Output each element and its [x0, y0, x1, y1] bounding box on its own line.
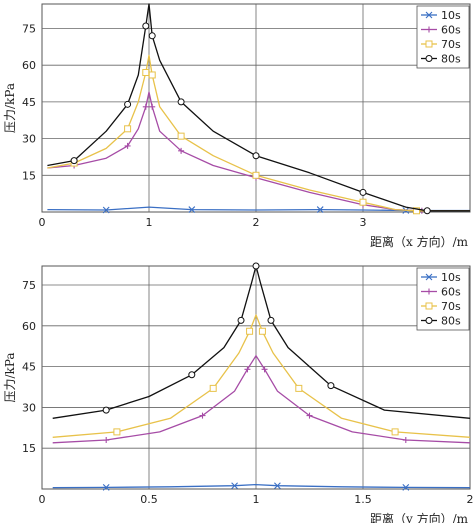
y-tick-label: 60	[22, 320, 36, 333]
data-point	[402, 483, 410, 491]
data-point	[177, 132, 185, 140]
y-axis-label: 压力/kPa	[3, 352, 17, 402]
data-point	[306, 412, 313, 419]
data-point	[425, 55, 433, 62]
data-point	[237, 316, 245, 324]
data-point	[148, 71, 156, 79]
x-tick-label: 1	[253, 493, 260, 506]
data-point	[426, 26, 432, 33]
data-point	[188, 371, 196, 379]
series-line-60s	[47, 91, 470, 212]
data-point	[359, 188, 367, 196]
data-point	[425, 40, 433, 48]
data-point	[102, 406, 110, 414]
data-point	[149, 103, 156, 110]
x-tick-label: 0.5	[140, 493, 158, 506]
x-tick-label: 3	[360, 216, 367, 229]
data-point	[113, 428, 121, 436]
data-point	[425, 317, 433, 324]
data-point	[102, 483, 110, 491]
series-line-70s	[47, 54, 470, 212]
y-tick-label: 75	[22, 22, 36, 35]
data-point	[252, 262, 260, 270]
x-tick-label: 1	[146, 216, 153, 229]
data-point	[124, 125, 132, 133]
data-point	[402, 437, 409, 444]
data-point	[246, 327, 254, 335]
data-point	[252, 171, 260, 179]
data-point	[102, 206, 110, 214]
data-point	[327, 382, 335, 390]
data-point	[295, 384, 303, 392]
data-point	[359, 198, 367, 206]
legend-entry: 60s	[441, 286, 461, 299]
data-point	[413, 207, 420, 215]
y-tick-label: 15	[22, 442, 36, 455]
x-tick-label: 1.5	[354, 493, 372, 506]
series-line-60s	[52, 355, 471, 444]
data-point	[391, 428, 399, 436]
legend-entry: 10s	[441, 271, 461, 284]
data-point	[261, 366, 268, 373]
series-line-10s	[47, 206, 470, 212]
series-line-70s	[52, 314, 471, 438]
x-tick-label: 0	[39, 216, 46, 229]
data-point	[142, 103, 149, 110]
y-tick-label: 60	[22, 59, 36, 72]
y-tick-label: 30	[22, 133, 36, 146]
series-line-80s	[52, 265, 471, 419]
data-point	[258, 327, 266, 335]
data-point	[244, 366, 251, 373]
data-point	[423, 207, 431, 215]
data-point	[178, 147, 185, 154]
legend-entry: 80s	[441, 315, 461, 328]
data-point	[252, 152, 260, 160]
y-tick-label: 30	[22, 401, 36, 414]
legend-entry: 80s	[441, 53, 461, 66]
data-point	[148, 32, 156, 40]
chart-y-direction: 0 0.5 1 1.5 2 15 30 45 60 75 压力/kPa 距离（y 方向）/m 10s 60…	[3, 262, 474, 523]
data-point	[70, 157, 78, 165]
legend-entry: 70s	[441, 38, 461, 51]
data-point	[426, 288, 432, 295]
data-point	[316, 206, 324, 213]
legend-entry: 70s	[441, 300, 461, 313]
data-point	[124, 142, 131, 149]
x-tick-label: 2	[467, 493, 474, 506]
data-point	[209, 384, 217, 392]
y-tick-label: 45	[22, 361, 36, 374]
data-point	[199, 412, 206, 419]
x-axis-label: 距离（x 方向）/m	[370, 234, 469, 249]
x-tick-label: 0	[39, 493, 46, 506]
data-point	[267, 316, 275, 324]
y-tick-label: 15	[22, 169, 36, 182]
data-point	[103, 437, 110, 444]
data-point	[274, 482, 281, 490]
y-tick-label: 75	[22, 279, 36, 292]
legend-entry: 60s	[441, 24, 461, 37]
data-point	[231, 482, 238, 490]
y-tick-label: 45	[22, 96, 36, 109]
x-tick-label: 2	[253, 216, 260, 229]
data-point	[188, 206, 196, 213]
legend-entry: 10s	[441, 9, 461, 22]
data-point	[124, 100, 132, 108]
series-line-10s	[52, 483, 471, 489]
data-point	[425, 11, 433, 19]
data-point	[177, 98, 185, 106]
data-point	[425, 273, 433, 281]
series-line-80s	[47, 3, 470, 212]
data-point	[142, 69, 150, 77]
data-point	[425, 302, 433, 310]
data-point	[142, 22, 150, 30]
x-axis-label: 距离（y 方向）/m	[370, 511, 469, 523]
y-axis-label: 压力/kPa	[3, 83, 17, 133]
